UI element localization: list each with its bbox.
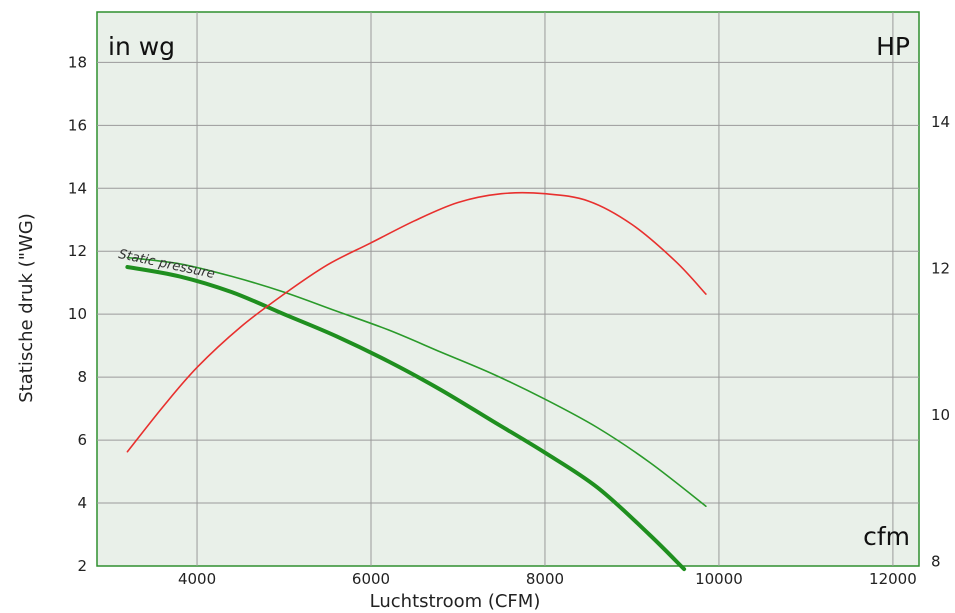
- x-tick-label: 6000: [352, 570, 390, 588]
- right-unit-label: HP: [876, 32, 910, 61]
- static-pressure-thick-line: [125, 265, 687, 572]
- y-left-tick-label: 12: [68, 242, 87, 260]
- x-tick-label: 10000: [695, 570, 743, 588]
- x-tick-label: 4000: [178, 570, 216, 588]
- y-left-tick-label: 2: [77, 557, 87, 575]
- y-right-tick-label: 12: [931, 259, 950, 277]
- y-right-tick-label: 14: [931, 113, 950, 131]
- y-left-tick-label: 10: [68, 305, 87, 323]
- y-axis-title: Statische druk ("WG): [16, 213, 37, 403]
- y-left-tick-label: 16: [68, 116, 87, 134]
- y-left-tick-label: 4: [77, 494, 87, 512]
- static-pressure-thin-line: [126, 256, 707, 507]
- plot-area: [96, 11, 920, 567]
- x-tick-label: 8000: [526, 570, 564, 588]
- x-axis-title: Luchtstroom (CFM): [370, 591, 541, 612]
- left-unit-label: in wg: [108, 32, 175, 61]
- y-left-tick-label: 14: [68, 179, 87, 197]
- x-unit-label: cfm: [863, 522, 910, 551]
- y-left-tick-label: 8: [77, 368, 87, 386]
- power-curve-line: [126, 191, 707, 453]
- tick-labels: 4000 6000 8000 10000 12000 2 4 6 8 10 12 14 16 18 8 10 1…: [68, 53, 950, 588]
- y-left-tick-label: 6: [77, 431, 87, 449]
- x-tick-label: 12000: [869, 570, 917, 588]
- gridlines: [97, 12, 919, 566]
- y-right-tick-label: 10: [931, 406, 950, 424]
- series-group: [125, 191, 707, 572]
- y-left-tick-label: 18: [68, 53, 87, 71]
- y-right-tick-label: 8: [931, 553, 941, 571]
